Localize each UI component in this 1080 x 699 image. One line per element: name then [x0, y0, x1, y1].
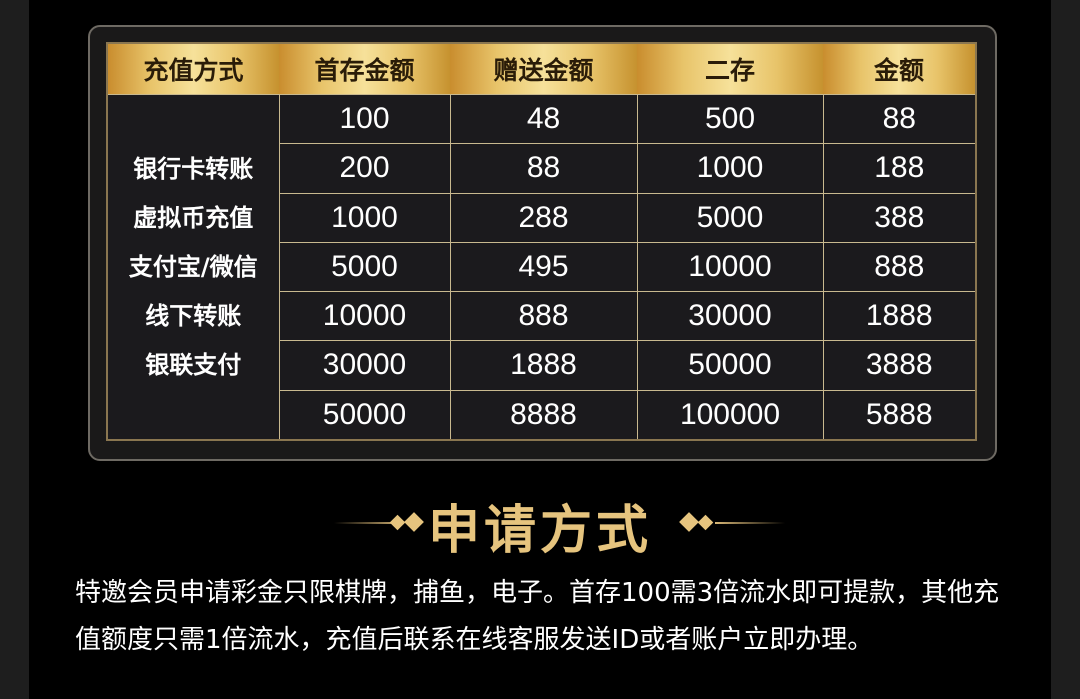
promo-page: 充值方式 首存金额 赠送金额 二存 金额 银行卡转账虚拟币充值支付宝/微信 线下转… [29, 0, 1051, 699]
table-cell: 288 [449, 192, 638, 243]
header-second-deposit: 二存 [637, 43, 823, 95]
table-cell: 3888 [822, 340, 977, 391]
table-row: 30000 1888 50000 3888 [107, 340, 977, 391]
table-cell: 1888 [449, 340, 638, 391]
table-row: 1000 288 5000 388 [107, 192, 977, 243]
description-text: 特邀会员申请彩金只限棋牌，捕鱼，电子。首存100需3倍流水即可提款，其他充值额度… [75, 578, 1000, 655]
payment-method: 支付宝/微信 [128, 252, 258, 281]
table-cell: 495 [449, 241, 638, 293]
table-cell: 50000 [636, 340, 824, 391]
table-cell: 50000 [278, 389, 451, 441]
table-cell: 88 [449, 143, 638, 194]
table-cell: 1000 [278, 192, 451, 243]
ornament-line-right [715, 522, 785, 524]
table-cell: 30000 [636, 290, 824, 342]
header-amount: 金额 [823, 43, 976, 95]
table-cell: 5888 [822, 389, 977, 441]
payment-methods-cell: 银行卡转账虚拟币充值支付宝/微信 线下转账银联支付 [107, 94, 280, 441]
table-row: 50000 8888 100000 5888 [107, 389, 977, 441]
table-cell: 100 [278, 93, 451, 145]
payment-method: 虚拟币充值 [133, 203, 254, 232]
table-cell: 10000 [278, 290, 451, 342]
header-bonus: 赠送金额 [450, 43, 637, 95]
table-row: 5000 495 10000 888 [107, 241, 977, 293]
table-cell: 30000 [278, 340, 451, 391]
table-row: 银行卡转账 虚拟币充值 支付宝/微信 线下转账 银联支付 100 48 500 88 [107, 93, 977, 441]
payment-method: 银行卡转账 [133, 154, 254, 183]
table-cell: 200 [278, 143, 451, 194]
table-cell: 5000 [636, 192, 824, 243]
table-cell: 1888 [822, 290, 977, 342]
section-title: 申请方式 [427, 501, 652, 561]
table-cell: 5000 [278, 241, 451, 293]
table-cell: 88 [822, 93, 977, 145]
table-cell: 48 [449, 93, 638, 145]
table-cell: 388 [822, 192, 977, 243]
table-row: 200 88 1000 188 [107, 143, 977, 194]
table-cell: 188 [822, 143, 977, 194]
table-cell: 500 [636, 93, 824, 145]
table-cell: 888 [449, 290, 638, 342]
ornament-line-left [334, 522, 404, 524]
table-row: 10000 888 30000 1888 [107, 290, 977, 342]
payment-method: 线下转账 [145, 301, 242, 330]
table-cell: 100000 [636, 389, 824, 441]
header-method: 充值方式 [107, 43, 279, 95]
header-first-deposit: 首存金额 [279, 43, 450, 95]
payment-method: 银联支付 [145, 350, 242, 379]
table-cell: 10000 [636, 241, 824, 293]
table-cell: 8888 [449, 389, 638, 441]
table-header: 充值方式 首存金额 赠送金额 二存 金额 [107, 43, 976, 95]
table-cell: 888 [822, 241, 977, 293]
table-cell: 1000 [636, 143, 824, 194]
deposit-bonus-table: 充值方式 首存金额 赠送金额 二存 金额 银行卡转账虚拟币充值支付宝/微信 线下转… [106, 42, 977, 441]
